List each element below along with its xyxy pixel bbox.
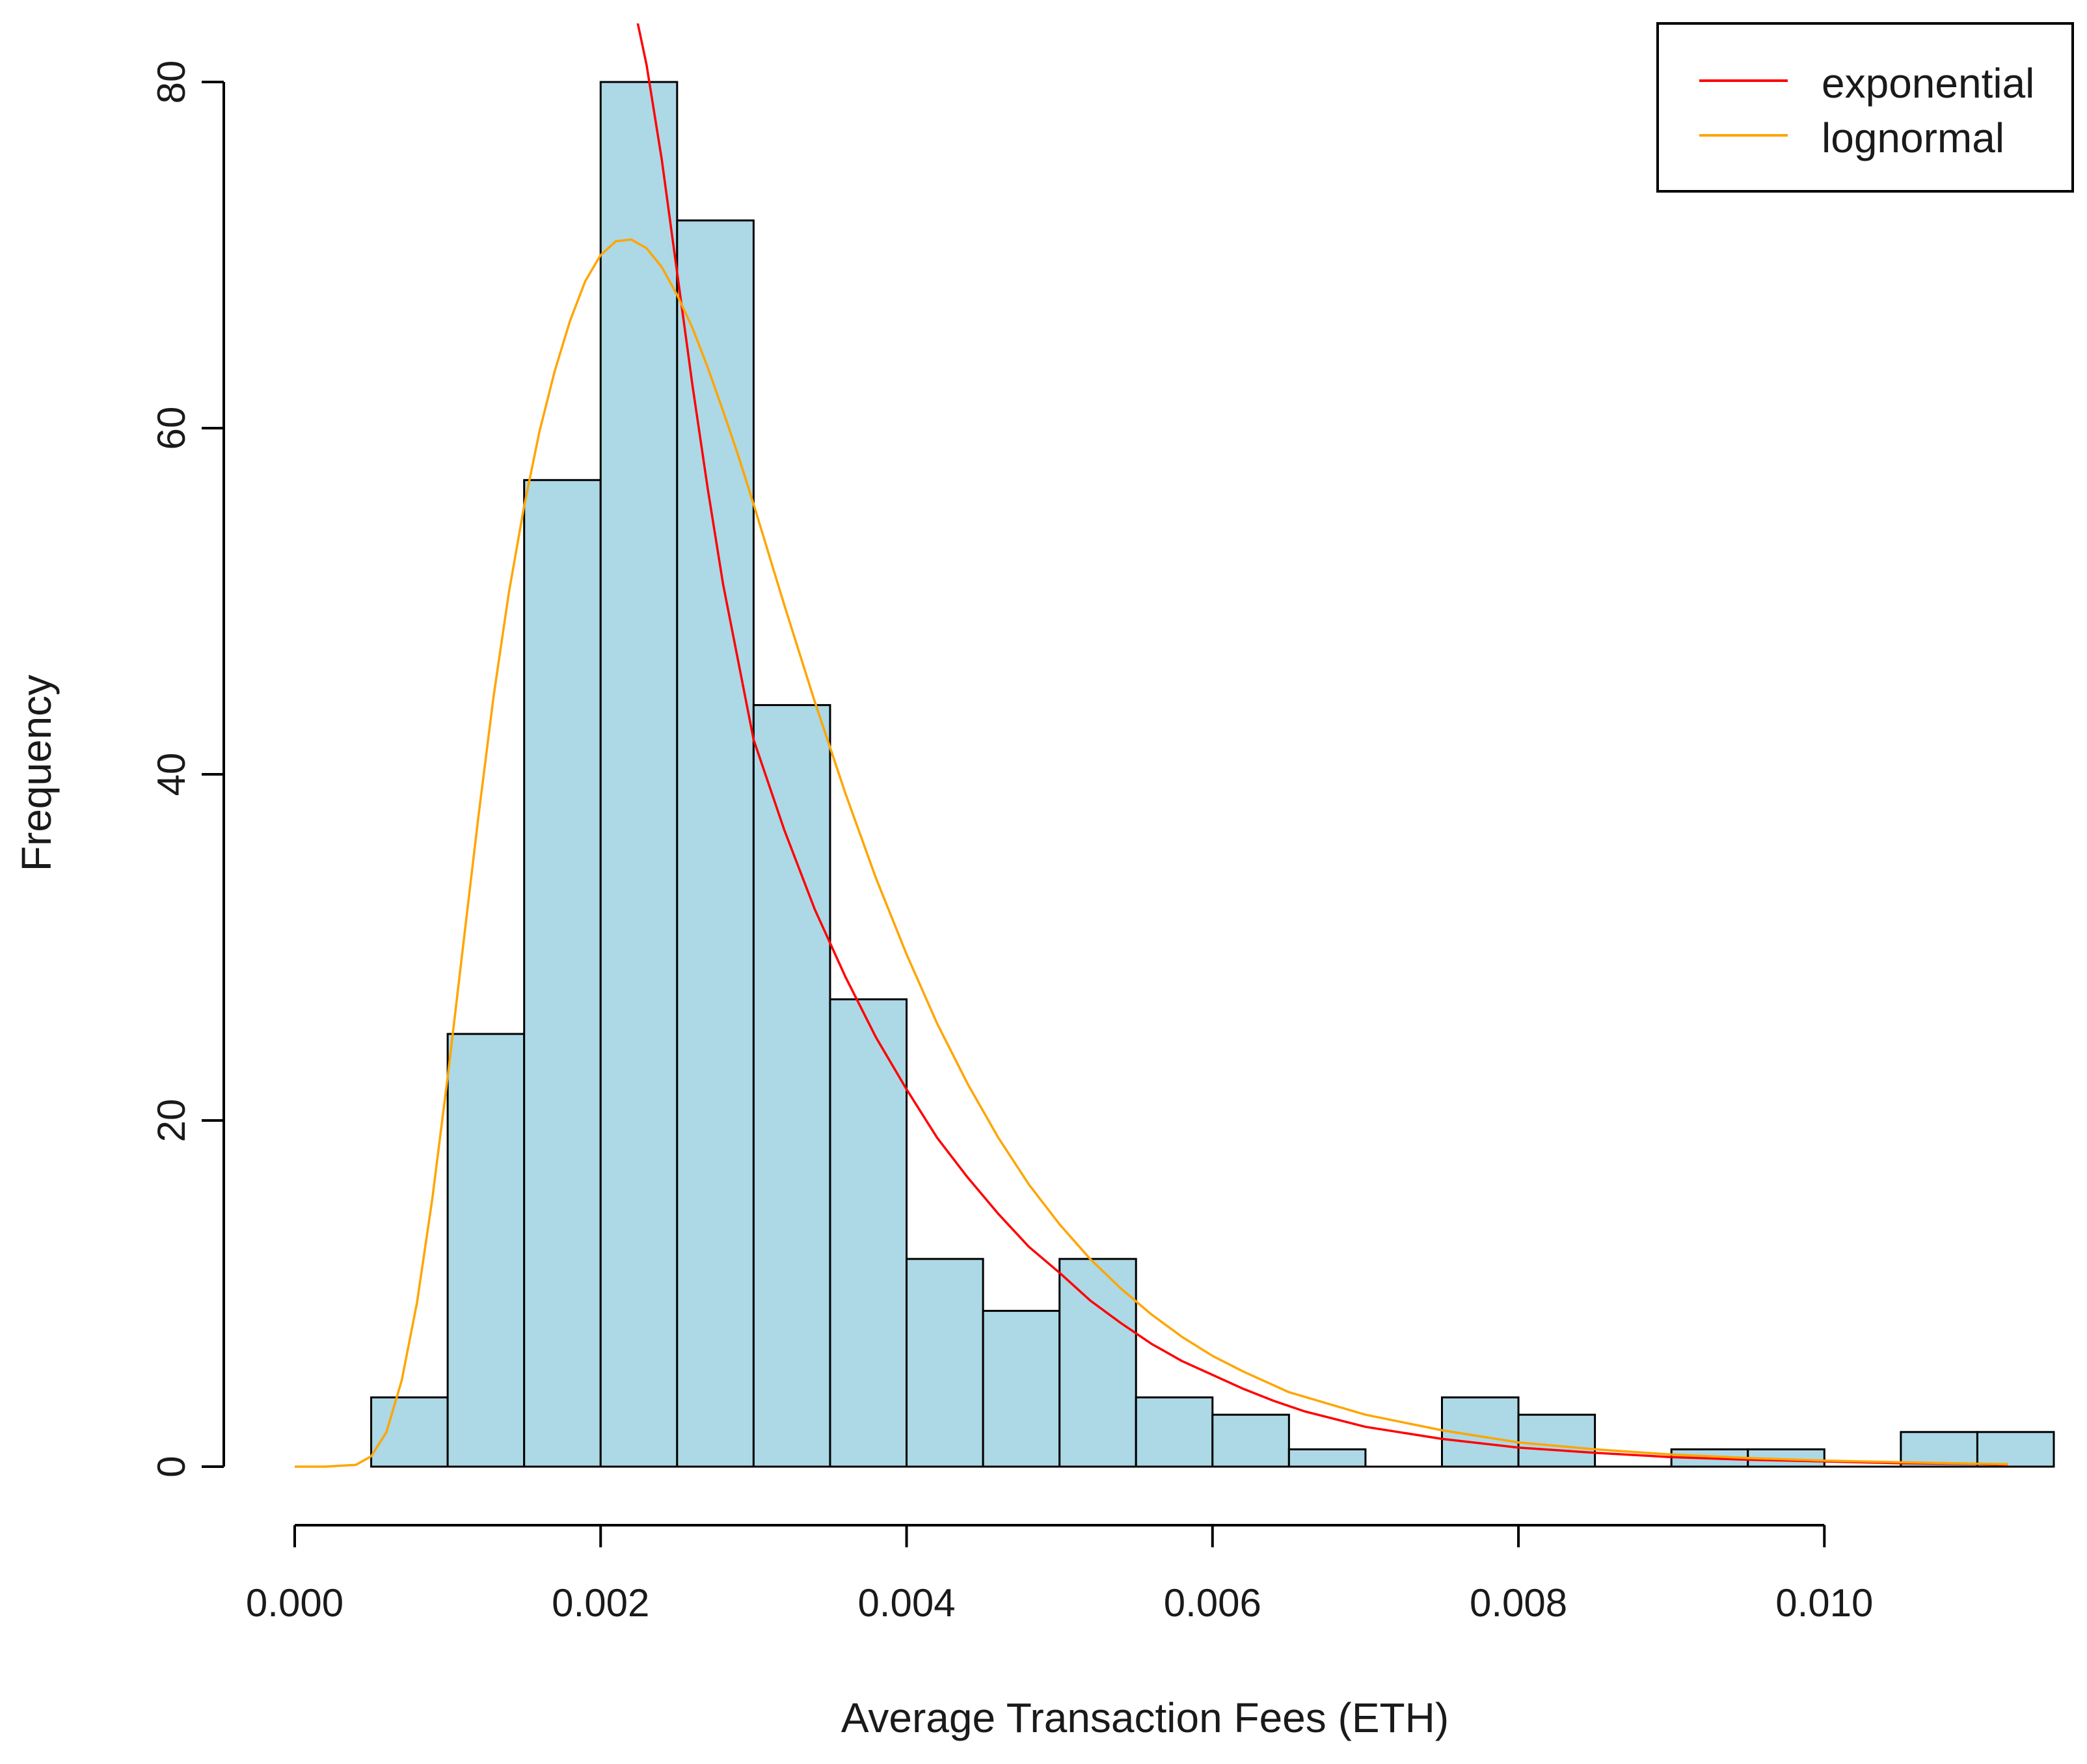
- histogram-bar: [1058, 1258, 1137, 1468]
- histogram-bar: [599, 81, 679, 1468]
- x-tick-label: 0.002: [552, 1581, 649, 1625]
- histogram-bar: [1517, 1413, 1596, 1468]
- histogram-bar: [1287, 1448, 1367, 1468]
- x-tick-label: 0.010: [1775, 1581, 1873, 1625]
- histogram-bar: [1976, 1431, 2055, 1468]
- histogram-bar: [676, 219, 755, 1468]
- x-tick-label: 0.008: [1470, 1581, 1567, 1625]
- x-tick-label: 0.004: [857, 1581, 955, 1625]
- y-tick-label: 60: [150, 407, 193, 450]
- histogram-bar: [1135, 1396, 1214, 1468]
- x-tick-label: 0.000: [246, 1581, 343, 1625]
- histogram-bar: [752, 704, 831, 1468]
- legend-label-lognormal: lognormal: [1822, 115, 2004, 161]
- x-tick-label: 0.006: [1164, 1581, 1261, 1625]
- histogram-bar: [982, 1310, 1061, 1468]
- y-tick-label: 0: [150, 1456, 193, 1477]
- histogram-bars: [370, 81, 2055, 1468]
- y-tick-label: 20: [150, 1099, 193, 1143]
- histogram-bar: [446, 1033, 526, 1468]
- histogram-bar: [829, 998, 908, 1468]
- histogram-bar: [906, 1258, 984, 1468]
- histogram-bar: [370, 1396, 449, 1468]
- y-axis: 0 20 40 60 80: [150, 61, 225, 1478]
- legend-label-exponential: exponential: [1822, 60, 2034, 107]
- y-axis-label: Frequency: [13, 675, 60, 871]
- legend-box: [1656, 22, 2074, 193]
- y-tick-label: 40: [150, 753, 193, 796]
- legend: exponential lognormal: [1656, 22, 2074, 193]
- y-tick-label: 80: [150, 61, 193, 104]
- histogram-bar: [1211, 1413, 1290, 1468]
- fitted-curves: [295, 23, 2008, 1468]
- curve-exponential: [636, 23, 2008, 1467]
- x-axis: 0.000 0.002 0.004 0.006 0.008 0.010: [246, 1524, 1873, 1625]
- curve-lognormal: [295, 238, 2008, 1468]
- x-axis-label: Average Transaction Fees (ETH): [841, 1694, 1449, 1741]
- histogram-bar: [523, 479, 602, 1468]
